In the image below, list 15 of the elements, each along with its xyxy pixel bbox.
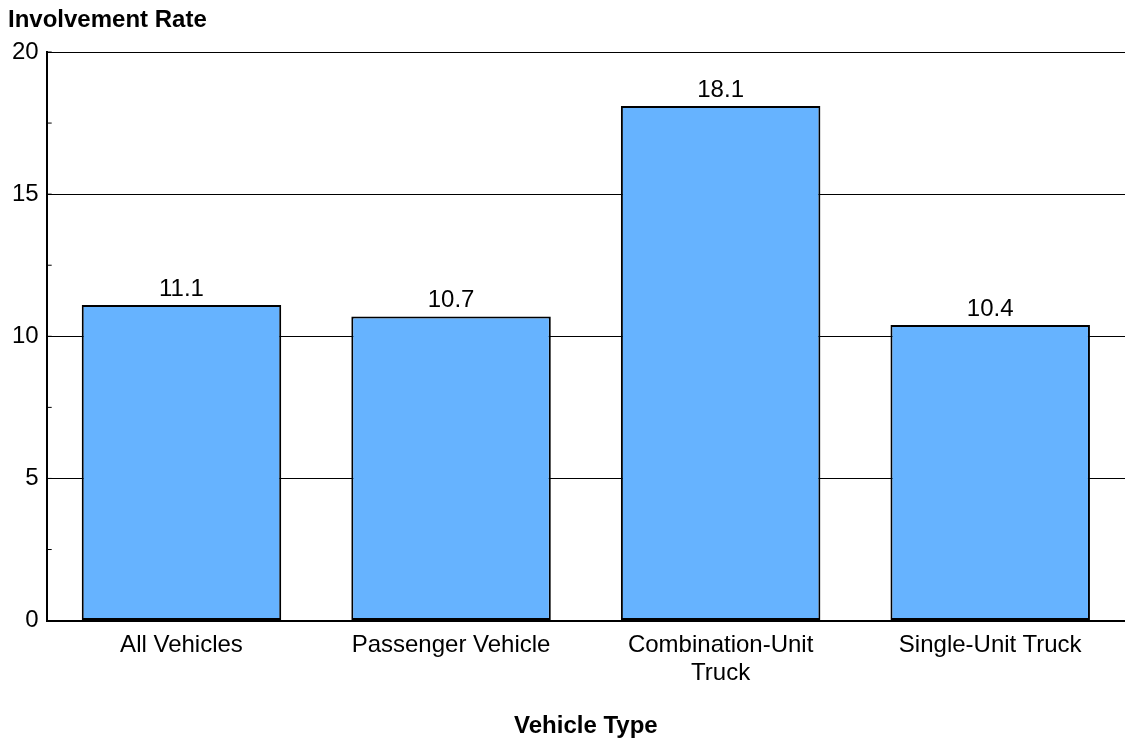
y-tick-label: 20 bbox=[11, 36, 39, 64]
x-tick-label: All Vehicles bbox=[120, 629, 243, 657]
x-tick-label: Combination-Unit Truck bbox=[627, 629, 814, 686]
y-tick-label: 10 bbox=[11, 320, 39, 348]
data-label: 10.4 bbox=[966, 293, 1014, 321]
x-axis-title: Vehicle Type bbox=[514, 711, 658, 739]
data-label: 18.1 bbox=[697, 74, 744, 102]
y-tick-label: 15 bbox=[11, 178, 39, 206]
data-label: 11.1 bbox=[159, 273, 204, 301]
y-tick-label: 5 bbox=[25, 463, 39, 491]
data-label: 10.7 bbox=[427, 285, 475, 313]
x-tick-label: Passenger Vehicle bbox=[351, 629, 551, 657]
y-axis-title: Involvement Rate bbox=[8, 4, 207, 32]
y-tick-label: 0 bbox=[25, 605, 39, 633]
x-tick-label: Single-Unit Truck bbox=[898, 629, 1083, 657]
